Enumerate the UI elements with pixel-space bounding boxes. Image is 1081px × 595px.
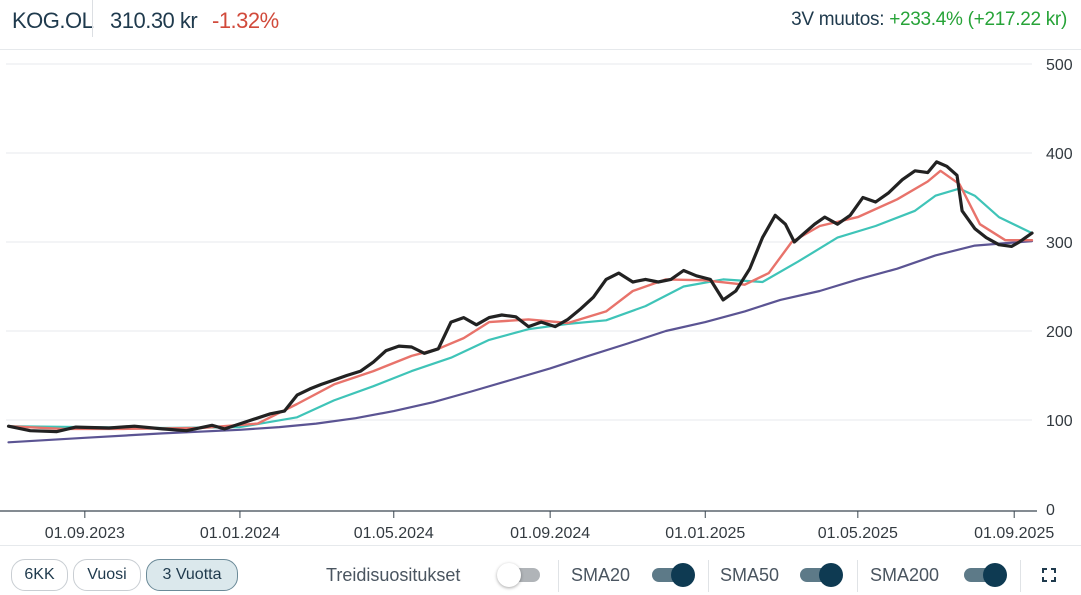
y-tick-label: 200: [1046, 324, 1073, 341]
sma50-line: [7, 187, 1034, 430]
ticker-symbol: KOG.OL: [12, 8, 94, 33]
last-price: 310.30 kr: [110, 8, 198, 33]
y-tick-label: 500: [1046, 57, 1073, 74]
sma50-toggle[interactable]: [800, 563, 843, 587]
period-change: 3V muutos: +233.4% (+217.22 kr): [791, 9, 1067, 31]
trade-recommendations-toggle[interactable]: [497, 563, 540, 587]
y-tick-label: 400: [1046, 146, 1073, 163]
toolbar-divider: [857, 560, 858, 592]
chart-grid: [6, 63, 1032, 421]
quote-header: KOG.OL 310.30 kr -1.32% 3V muutos: +233.…: [0, 0, 1081, 50]
chart-toolbar: 6KK Vuosi 3 Vuotta Treidisuositukset SMA…: [0, 545, 1081, 595]
range-button-vuosi[interactable]: Vuosi: [73, 559, 141, 591]
sma200-label: SMA200: [870, 565, 940, 585]
x-tick-label: 01.09.2023: [45, 525, 125, 542]
price-line: [6, 160, 1034, 434]
x-tick-label: 01.09.2024: [510, 525, 590, 542]
header-divider: [92, 0, 93, 37]
expand-icon[interactable]: [1040, 566, 1058, 584]
toggle-knob: [497, 563, 521, 587]
toolbar-divider: [708, 560, 709, 592]
x-tick-label: 01.09.2025: [974, 525, 1054, 542]
sma20-toggle[interactable]: [652, 563, 695, 587]
sma200-toggle[interactable]: [964, 563, 1007, 587]
sma20-label: SMA20: [571, 565, 631, 585]
period-change-label: 3V muutos:: [791, 9, 885, 30]
sma50-label: SMA50: [720, 565, 780, 585]
daily-change-percent: -1.32%: [212, 8, 279, 33]
x-axis: 01.09.2023 01.01.2024 01.05.2024 01.09.2024…: [0, 510, 1054, 542]
trade-recommendations-label: Treidisuositukset: [326, 565, 461, 585]
sma20-line: [7, 169, 1034, 431]
sma200-line: [7, 240, 1034, 444]
x-tick-label: 01.01.2025: [665, 525, 745, 542]
toggle-knob: [671, 563, 695, 587]
y-tick-label: 0: [1046, 502, 1055, 519]
y-tick-label: 300: [1046, 235, 1073, 252]
chart-series: [6, 160, 1034, 444]
y-tick-label: 100: [1046, 413, 1073, 430]
toolbar-divider: [558, 560, 559, 592]
toggle-knob: [819, 563, 843, 587]
x-tick-label: 01.01.2024: [200, 525, 280, 542]
x-tick-label: 01.05.2024: [354, 525, 434, 542]
toggle-knob: [983, 563, 1007, 587]
period-change-value: +233.4% (+217.22 kr): [889, 9, 1067, 30]
x-tick-label: 01.05.2025: [818, 525, 898, 542]
toolbar-divider: [1020, 560, 1021, 592]
range-button-6kk[interactable]: 6KK: [11, 559, 68, 591]
y-axis-labels: 0 100 200 300 400 500: [1046, 57, 1073, 519]
range-button-3-vuotta[interactable]: 3 Vuotta: [146, 559, 238, 591]
